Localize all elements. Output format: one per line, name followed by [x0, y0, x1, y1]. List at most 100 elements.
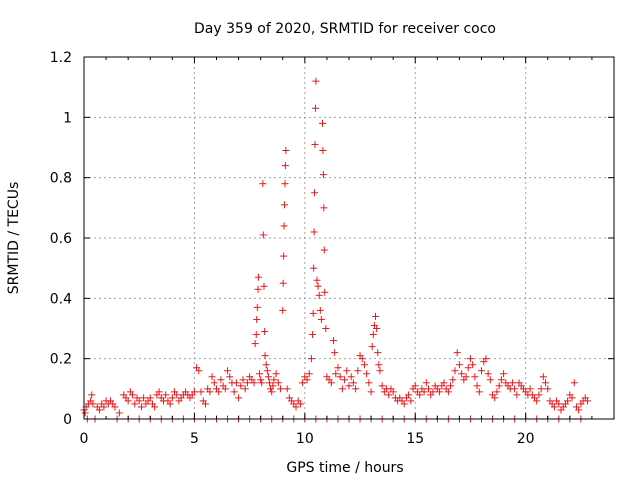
data-point [81, 409, 89, 417]
data-point [243, 379, 251, 387]
data-point [89, 400, 97, 408]
data-point [264, 373, 272, 381]
data-point [539, 373, 547, 381]
data-point [330, 337, 338, 345]
data-point [208, 373, 216, 381]
data-point [129, 391, 137, 399]
chart-title: Day 359 of 2020, SRMTID for receiver coc… [194, 21, 496, 37]
data-point [320, 246, 328, 254]
data-point [455, 361, 463, 369]
data-point [334, 364, 342, 372]
data-point [135, 397, 143, 405]
data-point [259, 231, 267, 239]
data-point [451, 367, 459, 375]
data-point [447, 382, 455, 390]
data-point [256, 370, 264, 378]
data-point [411, 382, 419, 390]
data-point [322, 325, 330, 332]
data-point [542, 379, 550, 387]
data-point [195, 367, 203, 375]
data-point [311, 189, 319, 197]
data-points [80, 77, 591, 423]
data-point [124, 397, 132, 405]
data-point [140, 394, 148, 402]
x-tick-label: 10 [296, 431, 314, 447]
data-point [436, 388, 444, 396]
data-point [564, 397, 572, 405]
data-point [319, 147, 327, 155]
data-point [224, 367, 232, 375]
data-point [197, 388, 205, 396]
data-point [311, 140, 319, 148]
data-point [215, 388, 223, 396]
data-point [570, 379, 578, 387]
data-point [389, 388, 397, 396]
data-point [254, 273, 262, 281]
data-point [367, 388, 375, 396]
data-point [575, 406, 583, 414]
data-point [376, 367, 384, 375]
data-point [281, 180, 289, 188]
data-point [416, 391, 424, 399]
data-point [100, 403, 108, 411]
data-point [400, 400, 408, 408]
data-point [405, 391, 413, 399]
data-point [568, 394, 576, 402]
data-point [422, 379, 430, 387]
data-point [261, 328, 269, 336]
data-point [269, 382, 277, 390]
data-point [253, 303, 261, 311]
data-point [363, 370, 371, 378]
data-point [268, 388, 276, 396]
data-point [277, 385, 285, 393]
data-point [235, 394, 243, 402]
data-point [282, 147, 290, 155]
data-point [279, 306, 287, 314]
data-point [281, 162, 289, 170]
data-point [544, 385, 552, 393]
data-point [425, 385, 432, 393]
data-point [232, 379, 240, 387]
data-point [500, 370, 508, 378]
data-point [299, 379, 307, 387]
data-point [251, 340, 259, 348]
data-point [312, 77, 320, 85]
data-point [471, 373, 479, 381]
data-point [360, 361, 368, 369]
data-point [260, 282, 268, 290]
data-point [493, 388, 501, 396]
data-point [469, 361, 477, 369]
data-point [303, 376, 311, 384]
data-point [473, 382, 481, 390]
data-point [253, 315, 261, 323]
data-point [338, 385, 346, 393]
data-point [332, 370, 340, 378]
data-point [307, 355, 315, 363]
y-tick-label: 0.2 [50, 352, 72, 368]
data-point [550, 403, 558, 411]
data-point [166, 400, 174, 408]
y-tick-label: 0.6 [50, 231, 72, 247]
data-point [491, 394, 499, 402]
data-point [310, 228, 318, 236]
data-point [453, 349, 461, 357]
data-point [535, 391, 543, 399]
x-tick-label: 15 [406, 431, 424, 447]
data-point [475, 388, 483, 396]
data-point [155, 388, 163, 396]
data-point [272, 370, 280, 378]
data-point [584, 397, 591, 405]
y-tick-label: 0.4 [50, 291, 72, 307]
data-point [349, 379, 357, 387]
data-point [262, 361, 270, 369]
data-point [137, 403, 145, 411]
data-point [372, 312, 379, 320]
data-point [131, 400, 139, 408]
data-point [254, 285, 262, 293]
data-point [375, 361, 383, 369]
y-axis-label: SRMTID / TECUs [6, 182, 22, 295]
data-point [263, 367, 271, 375]
data-point [309, 309, 317, 317]
